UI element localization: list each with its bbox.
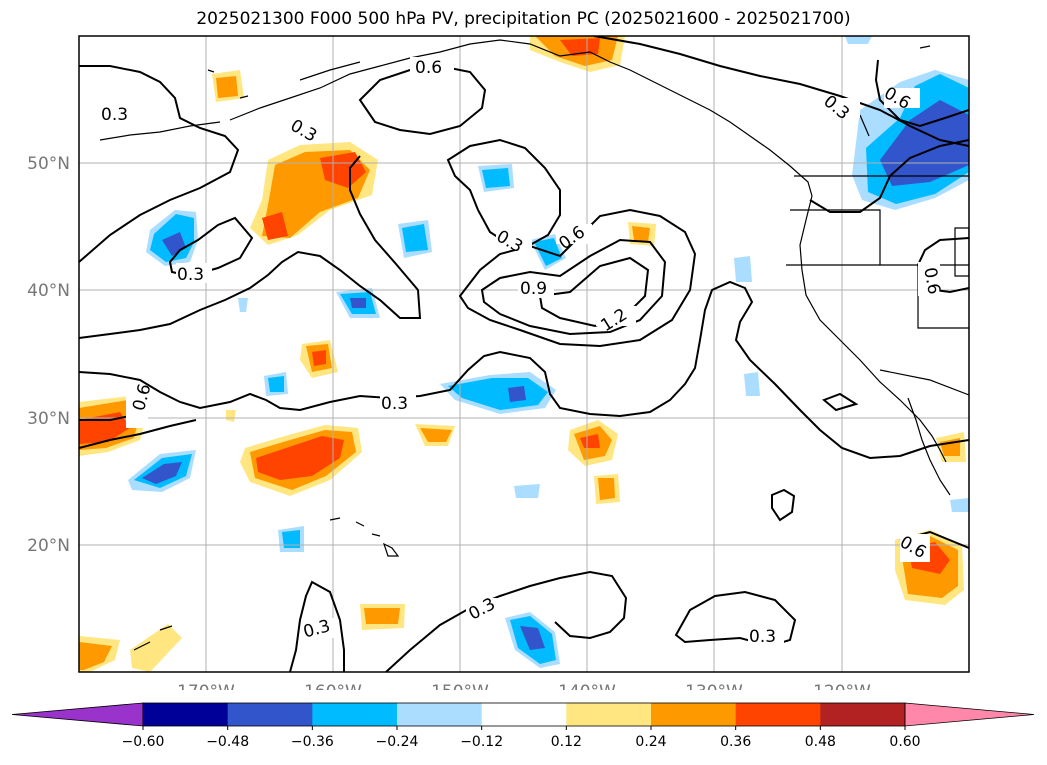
precip-positive-area [320, 152, 366, 188]
colorbar-cell [227, 703, 313, 726]
colorbar-tick-label: −0.48 [206, 734, 249, 750]
contour-label: 0.3 [101, 105, 128, 125]
precip-negative-area [268, 376, 284, 392]
contour-label: 0.9 [520, 279, 547, 299]
precip-positive-area [312, 350, 326, 366]
precip-negative-area [282, 530, 300, 548]
precip-positive-area [262, 212, 288, 240]
pv-contour-0.3 [771, 488, 796, 522]
pv-contour-1.2 [538, 256, 650, 328]
pv-contour-0.3 [822, 392, 859, 412]
lat-tick-label: 30°N [27, 409, 70, 429]
colorbar-tick-label: −0.12 [460, 734, 503, 750]
precip-negative-area [845, 36, 872, 44]
lat-tick-label: 40°N [27, 281, 70, 301]
contour-label: 0.6 [129, 382, 155, 413]
map-plot: 0.3 0.3 0.6 0.3 0.6 0.9 1.2 0.3 0.3 0.6 … [27, 35, 970, 690]
colorbar-cell [566, 703, 652, 726]
contour-label: 0.3 [819, 91, 853, 124]
lon-tick-label: 150°W [431, 682, 489, 690]
pv-contours [79, 36, 969, 672]
colorbar-tick-label: 0.60 [889, 734, 920, 750]
pv-contour-0.9 [480, 238, 667, 336]
contour-label: 0.3 [177, 265, 204, 285]
precip-negative-area [238, 298, 248, 312]
pv-contour-0.3 [358, 64, 487, 136]
colorbar-cell [735, 703, 821, 726]
colorbar-tick-label: −0.24 [376, 734, 419, 750]
pv-contour-0.3 [593, 36, 969, 147]
pv-contour-0.3 [79, 155, 422, 339]
colorbar-tick-label: 0.36 [720, 734, 751, 750]
colorbar-cell [820, 703, 906, 726]
precip-positive-area [226, 410, 236, 422]
pv-contour-0.3 [446, 138, 561, 246]
precip-positive-area [79, 642, 112, 670]
pv-contour-0.3 [289, 580, 345, 672]
lon-tick-label: 120°W [813, 682, 871, 690]
pv-contour-0.3 [874, 59, 969, 128]
precip-negative-area [482, 168, 510, 188]
precip-positive-area [216, 76, 238, 98]
lat-tick-labels: 20°N 30°N 40°N 50°N [27, 154, 70, 556]
contour-label: 0.3 [749, 627, 776, 647]
precip-positive-area [598, 478, 615, 500]
precip-negative-area [508, 386, 526, 402]
precip-negative-area [350, 298, 366, 308]
pv-contour-0.3 [79, 419, 197, 449]
contour-labels: 0.3 0.3 0.6 0.3 0.6 0.9 1.2 0.3 0.3 0.6 … [100, 57, 944, 647]
precip-negative-area [402, 224, 428, 252]
precip-negative-area [514, 484, 540, 498]
colorbar-tick-label: −0.36 [291, 734, 334, 750]
precip-positive-area [364, 608, 400, 624]
pv-contour-0.6 [458, 208, 697, 348]
precip-positive-area [632, 226, 650, 242]
colorbar-tick-label: 0.12 [551, 734, 582, 750]
colorbar-tick-label: 0.48 [805, 734, 836, 750]
gridlines [79, 36, 969, 672]
chart-title: 2025021300 F000 500 hPa PV, precipitatio… [196, 9, 851, 29]
colorbar-cell [312, 703, 398, 726]
precip-negative-area [520, 626, 545, 650]
colorbar-cell [481, 703, 567, 726]
colorbar-extend-low [11, 702, 144, 727]
colorbar-frame [142, 702, 906, 727]
contour-label: 0.6 [919, 266, 943, 296]
coastlines [99, 39, 969, 651]
precip-positive-area [130, 624, 182, 672]
contour-label: 0.6 [415, 58, 442, 78]
precip-positive-area [256, 436, 344, 480]
precip-negative-area [950, 498, 969, 512]
lon-tick-label: 140°W [558, 682, 616, 690]
pv-contour-0.3 [674, 590, 797, 648]
contour-label: 0.3 [381, 394, 408, 414]
colorbar-cell [651, 703, 737, 726]
pv-contour-0.6 [809, 139, 969, 213]
lon-tick-label: 130°W [685, 682, 743, 690]
lon-tick-label: 160°W [304, 682, 362, 690]
colorbar-tick-label: −0.60 [122, 734, 165, 750]
pv-contour-0.3 [385, 570, 628, 672]
colorbar-tick-label: 0.24 [635, 734, 666, 750]
pv-contour-0.3 [79, 65, 240, 263]
precip-positive-area [580, 434, 600, 448]
colorbar-cell [143, 703, 229, 726]
colorbar-cell [397, 703, 483, 726]
precip-negative-area [142, 462, 182, 484]
colorbar-extend-high [904, 702, 1035, 727]
lon-tick-labels: 170°W 160°W 150°W 140°W 130°W 120°W [177, 682, 871, 690]
precip-negative-area [448, 378, 548, 410]
lat-tick-label: 50°N [27, 154, 70, 174]
precip-negative-area [744, 372, 760, 396]
precip-shading [79, 36, 969, 672]
lon-tick-label: 170°W [177, 682, 235, 690]
map-frame [78, 35, 970, 673]
precip-negative-area [734, 256, 752, 282]
lat-tick-label: 20°N [27, 536, 70, 556]
pv-contour-0.3 [79, 280, 969, 460]
precip-positive-area [420, 428, 452, 442]
